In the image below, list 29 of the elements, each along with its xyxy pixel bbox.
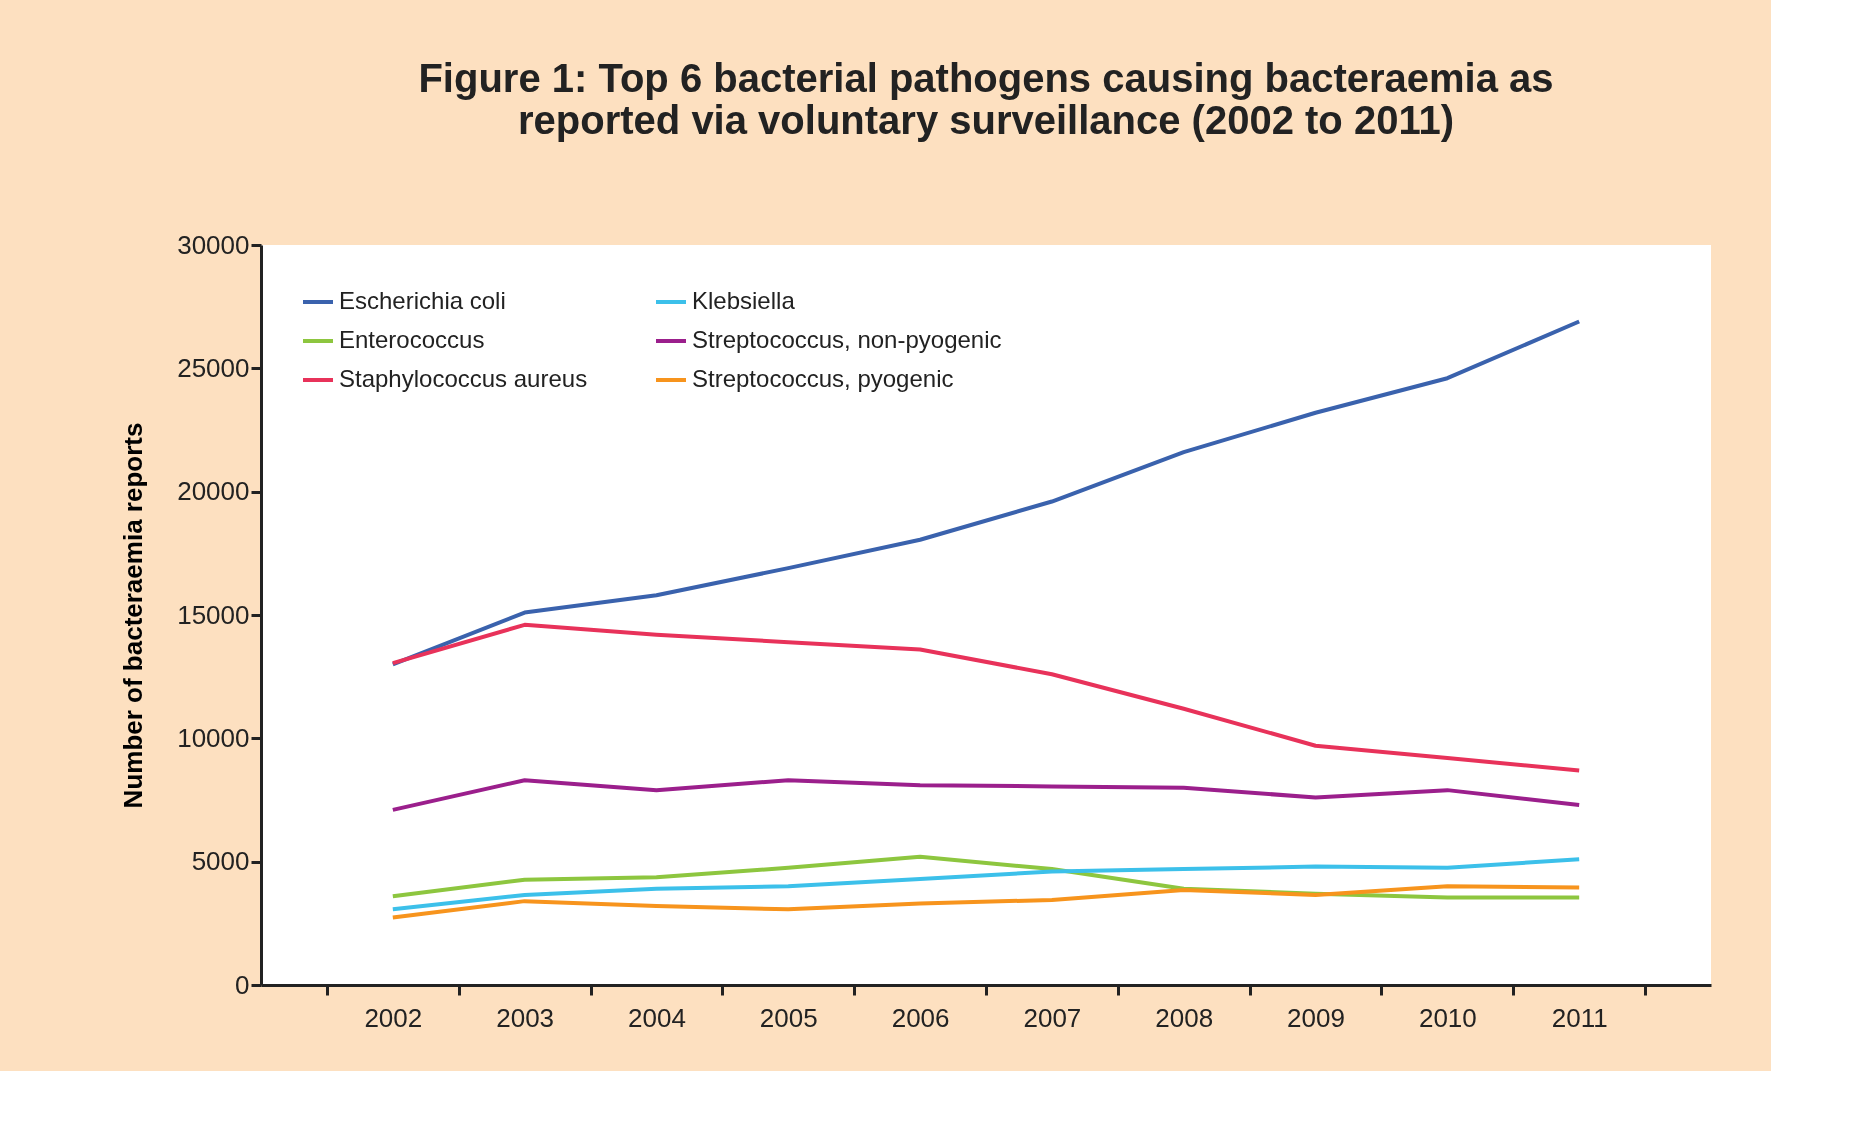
x-tick-label: 2008 — [1155, 1002, 1214, 1033]
y-axis-title: Number of bacteraemia reports — [118, 422, 149, 809]
y-tick-label: 30000 — [177, 229, 250, 260]
x-tick-label: 2009 — [1287, 1002, 1345, 1033]
x-tick-label: 2011 — [1551, 1002, 1608, 1033]
y-tick-label: 5000 — [191, 846, 250, 877]
x-tick-label: 2005 — [759, 1002, 818, 1033]
legend-label: Streptococcus, non-pyogenic — [692, 326, 1002, 353]
y-tick-label: 10000 — [177, 722, 250, 753]
legend-label: Enterococcus — [339, 326, 485, 353]
x-tick-label: 2003 — [496, 1002, 555, 1033]
line-series — [390, 884, 1582, 920]
x-tick-label: 2007 — [1023, 1002, 1082, 1033]
legend-label: Klebsiella — [692, 287, 796, 314]
y-tick-label: 25000 — [177, 352, 250, 383]
text: Figure 1: Top 6 bacterial pathogens causing bacteraemia as — [418, 56, 1554, 100]
line-series — [390, 857, 1582, 912]
x-tick-label: 2010 — [1418, 1002, 1477, 1033]
x-tick-label: 2004 — [628, 1002, 686, 1033]
y-tick-label: 20000 — [177, 476, 250, 507]
legend-label: Escherichia coli — [339, 287, 506, 314]
y-tick-label: 0 — [235, 969, 250, 1000]
x-tick-label: 2006 — [891, 1002, 950, 1033]
x-tick-label: 2002 — [364, 1002, 423, 1033]
line-series — [390, 778, 1582, 812]
legend-label: Staphylococcus aureus — [339, 365, 588, 392]
legend-label: Streptococcus, pyogenic — [692, 365, 954, 392]
line-series — [390, 622, 1582, 773]
y-tick-label: 15000 — [177, 599, 250, 630]
